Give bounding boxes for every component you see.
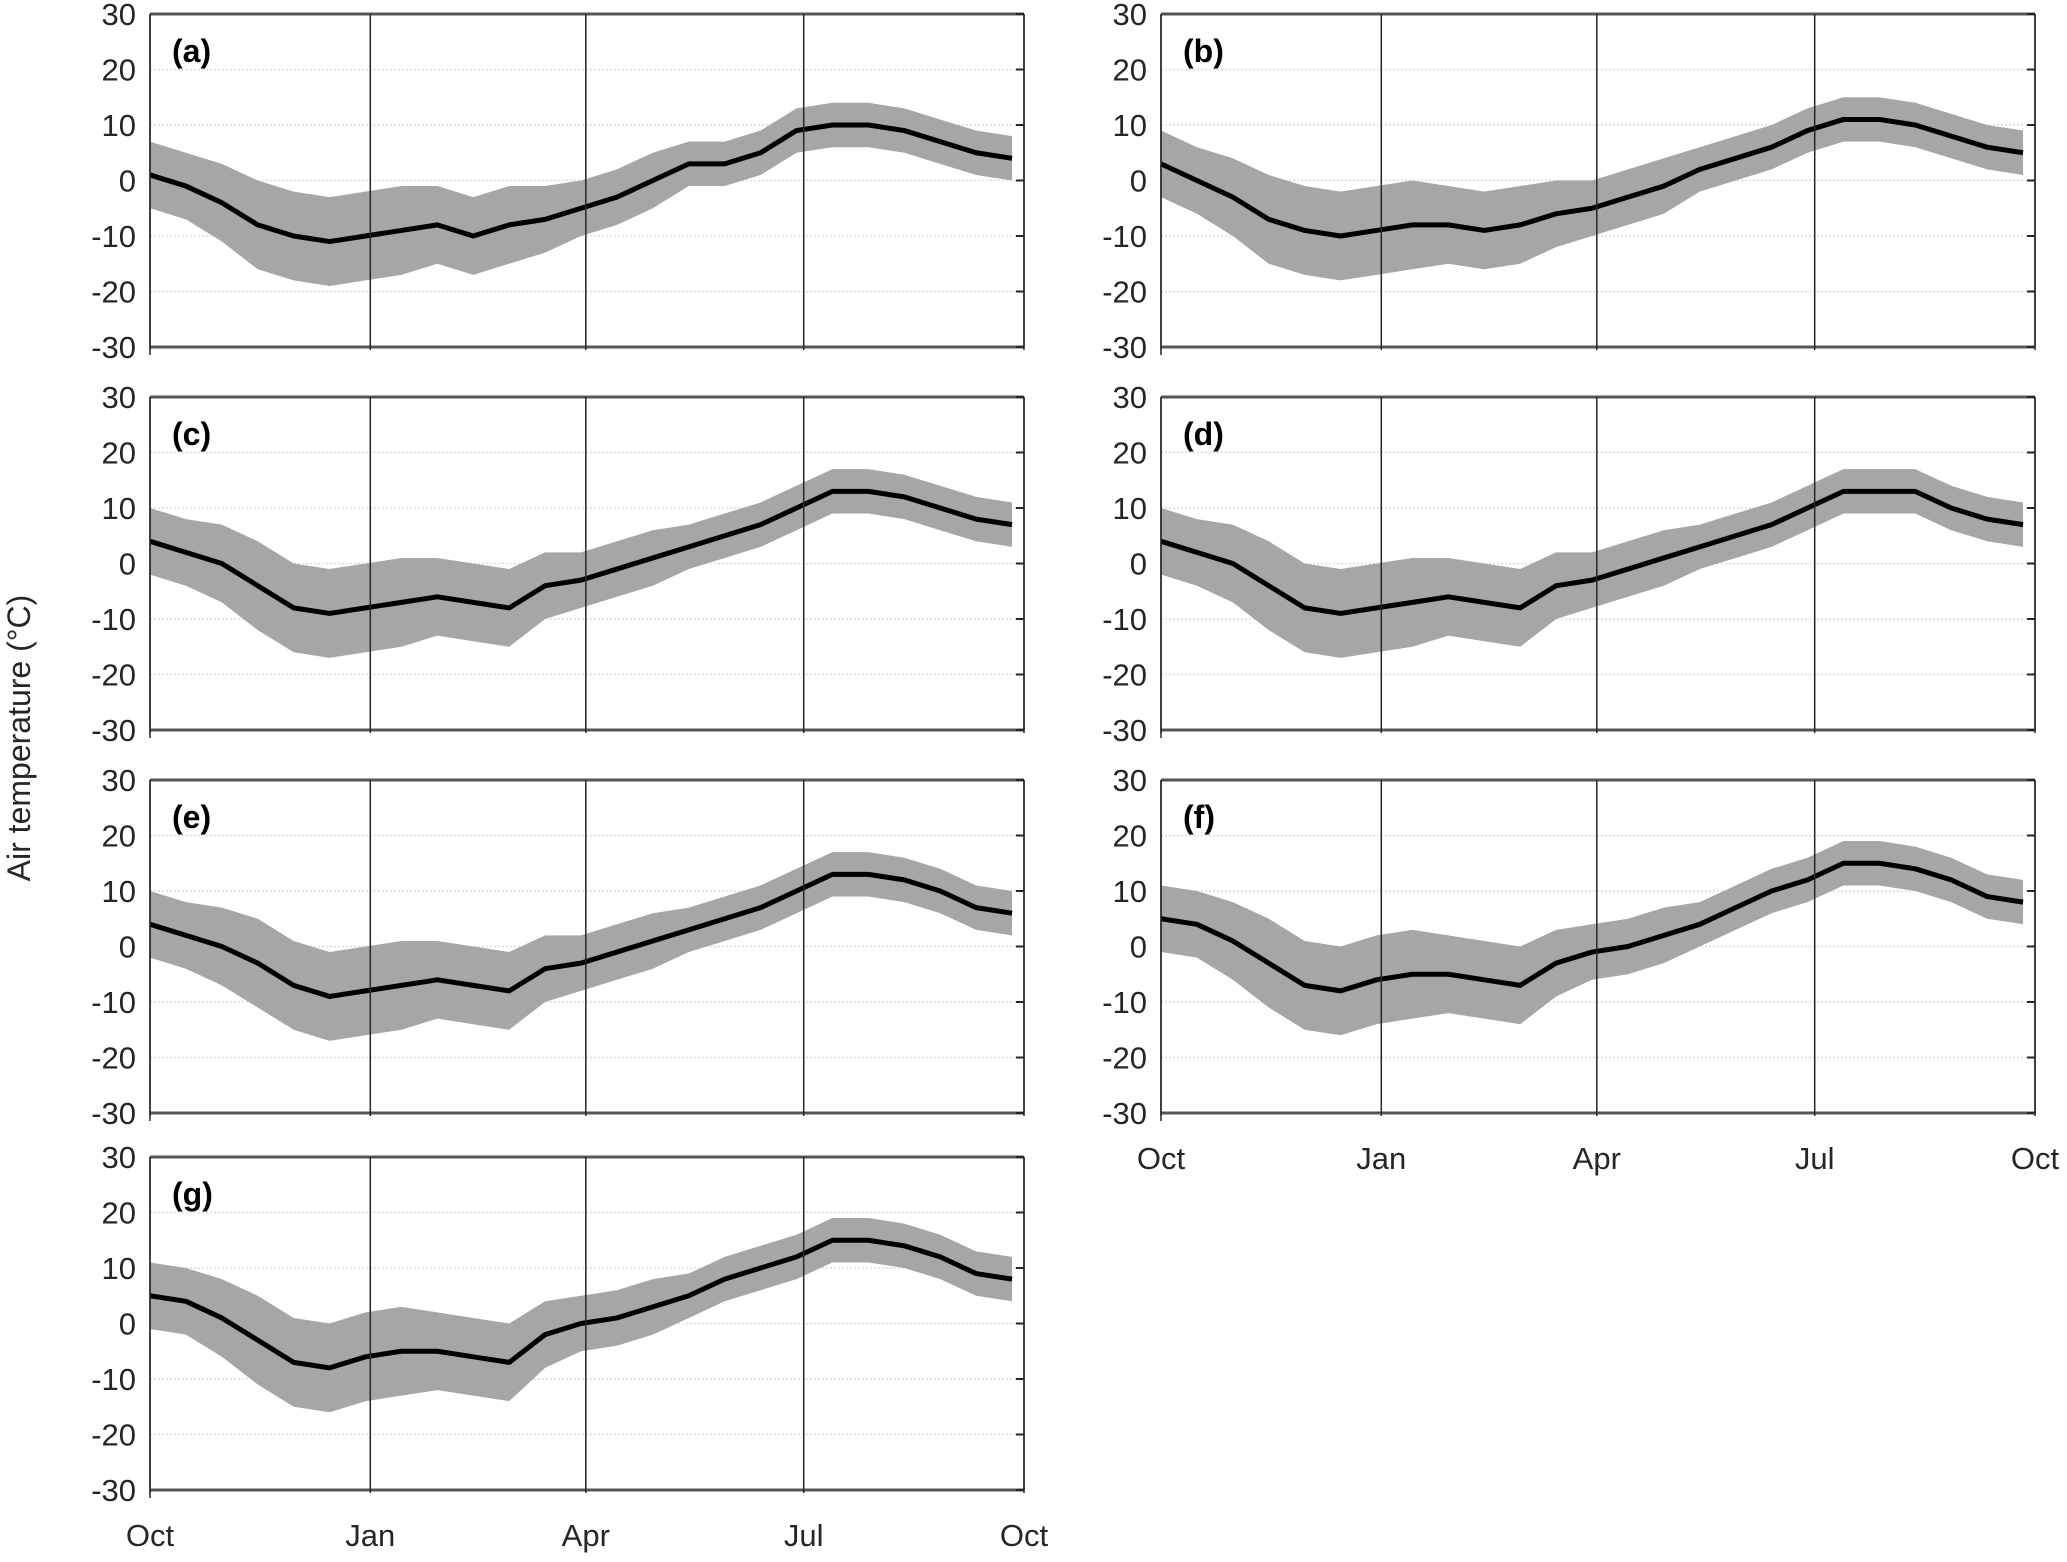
- y-tick-label: 20: [102, 436, 136, 471]
- y-tick-label: 20: [1113, 53, 1147, 88]
- x-tick-label: Apr: [562, 1518, 610, 1553]
- range-band: [150, 469, 1013, 658]
- y-tick-label: -30: [1102, 713, 1147, 748]
- y-tick-label: -20: [1102, 1041, 1147, 1076]
- y-tick-label: -20: [1102, 275, 1147, 310]
- x-tick-label: Jul: [1795, 1141, 1835, 1176]
- y-tick-label: 0: [1130, 547, 1147, 582]
- panel-b: 30 20 10 0 -10 -20 -30 (b): [1102, 0, 2036, 365]
- y-tick-label: 10: [1113, 108, 1147, 143]
- panel-label: (e): [172, 799, 211, 835]
- y-tick-label: -30: [1102, 330, 1147, 365]
- y-tick-label: -30: [91, 1096, 136, 1131]
- panel-f: 30 20 10 0 -10 -20 -30 (f) Oct Jan Apr Jul Oct: [1102, 763, 2059, 1176]
- x-tick-label: Oct: [2011, 1141, 2060, 1176]
- y-tick-label: 30: [102, 380, 136, 415]
- y-tick-label: 30: [1113, 380, 1147, 415]
- mean-line: [1159, 116, 2024, 239]
- y-tick-label: 0: [1130, 164, 1147, 199]
- panel-label: (f): [1183, 799, 1215, 835]
- panel-label: (c): [172, 416, 211, 452]
- range-band: [150, 852, 1013, 1041]
- y-tick-label: -30: [91, 330, 136, 365]
- mean-line: [1160, 860, 2024, 994]
- y-tick-label: -30: [91, 1473, 136, 1508]
- y-tick-label: -10: [91, 219, 136, 254]
- y-tick-label: -10: [1102, 602, 1147, 637]
- panel-label: (b): [1183, 33, 1224, 69]
- range-band: [1161, 841, 2024, 1036]
- panel-label: (d): [1183, 416, 1224, 452]
- y-tick-label: 10: [102, 874, 136, 909]
- y-tick-label: 20: [102, 53, 136, 88]
- x-tick-label: Oct: [126, 1518, 175, 1553]
- y-tick-label: -20: [1102, 658, 1147, 693]
- y-tick-label: -30: [91, 713, 136, 748]
- mean-line: [149, 871, 1013, 999]
- y-tick-label: 0: [119, 547, 136, 582]
- y-tick-label: -20: [91, 658, 136, 693]
- y-tick-label: -10: [91, 602, 136, 637]
- x-tick-label: Oct: [1000, 1518, 1049, 1553]
- y-tick-label: -10: [1102, 219, 1147, 254]
- x-tick-label: Jul: [784, 1518, 824, 1553]
- y-tick-label: 10: [1113, 874, 1147, 909]
- x-tick-label: Apr: [1573, 1141, 1621, 1176]
- y-tick-label: -30: [1102, 1096, 1147, 1131]
- range-band: [150, 1218, 1013, 1413]
- y-tick-label: 30: [102, 1140, 136, 1175]
- mean-line: [1160, 488, 2024, 616]
- y-tick-label: 20: [1113, 819, 1147, 854]
- x-tick-label: Jan: [345, 1518, 395, 1553]
- y-tick-label: -10: [1102, 985, 1147, 1020]
- mean-line: [149, 488, 1013, 616]
- y-tick-label: 0: [119, 1307, 136, 1342]
- x-tick-label: Jan: [1356, 1141, 1406, 1176]
- y-tick-label: 10: [102, 1251, 136, 1286]
- y-tick-label: 0: [119, 164, 136, 199]
- panel-a: 30 20 10 0 -10 -20 -30 (a): [91, 0, 1025, 365]
- range-band: [1161, 97, 2024, 281]
- y-tick-label: 10: [102, 491, 136, 526]
- y-tick-label: 20: [1113, 436, 1147, 471]
- y-tick-label: 20: [102, 819, 136, 854]
- y-tick-label: 20: [102, 1196, 136, 1231]
- y-tick-label: 10: [102, 108, 136, 143]
- mean-line: [149, 1237, 1013, 1371]
- range-band: [1161, 469, 2024, 658]
- panel-e: 30 20 10 0 -10 -20 -30 (e): [91, 763, 1025, 1131]
- y-tick-label: 30: [1113, 763, 1147, 798]
- panel-label: (g): [172, 1176, 213, 1212]
- y-tick-label: 30: [102, 0, 136, 32]
- y-tick-label: 10: [1113, 491, 1147, 526]
- y-tick-label: -10: [91, 1362, 136, 1397]
- y-tick-label: -10: [91, 985, 136, 1020]
- panel-label: (a): [172, 33, 211, 69]
- range-band: [150, 102, 1013, 286]
- y-tick-label: -20: [91, 275, 136, 310]
- x-tick-label: Oct: [1137, 1141, 1186, 1176]
- y-tick-label: -20: [91, 1041, 136, 1076]
- panel-c: 30 20 10 0 -10 -20 -30 (c): [91, 380, 1025, 748]
- y-tick-label: -20: [91, 1418, 136, 1453]
- y-tick-label: 30: [102, 763, 136, 798]
- mean-line: [149, 122, 1013, 245]
- y-tick-label: 0: [1130, 930, 1147, 965]
- panel-d: 30 20 10 0 -10 -20 -30 (d): [1102, 380, 2036, 748]
- y-tick-label: 0: [119, 930, 136, 965]
- y-tick-label: 30: [1113, 0, 1147, 32]
- panel-g: 30 20 10 0 -10 -20 -30 (g) Oct Jan Apr Jul Oct: [91, 1140, 1048, 1553]
